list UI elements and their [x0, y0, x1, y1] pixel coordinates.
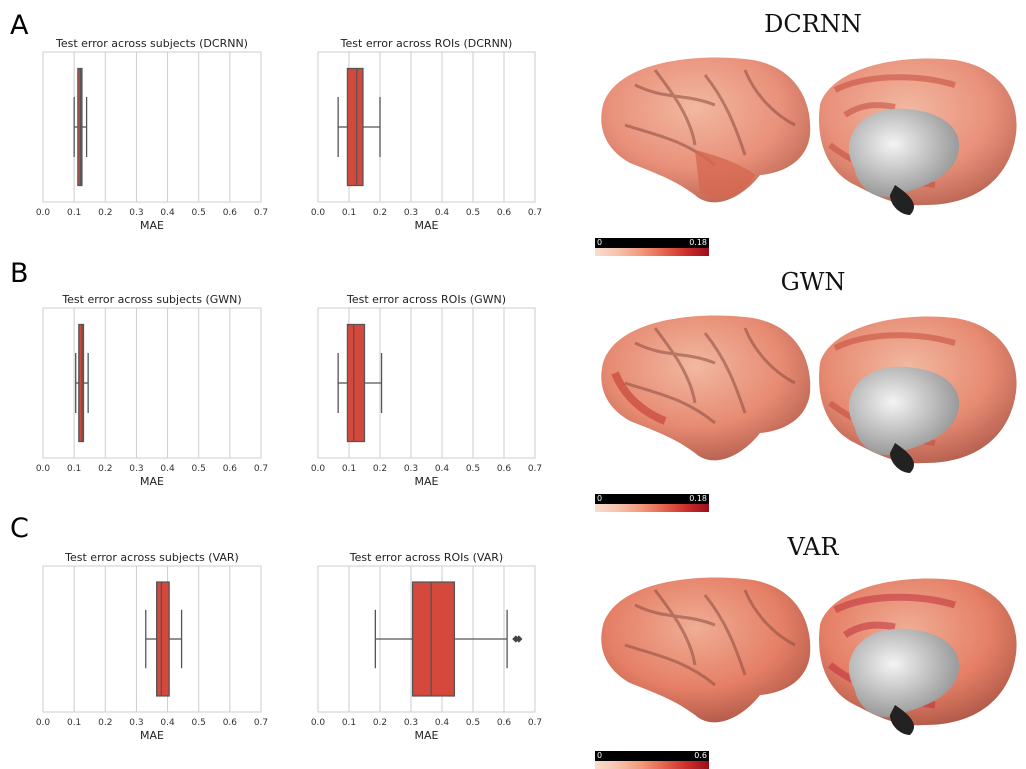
plot-title: Test error across ROIs (GWN): [346, 293, 506, 306]
colorbar-gwn: 0 0.18: [595, 494, 709, 512]
x-tick-label: 0.1: [342, 718, 356, 728]
x-tick-label: 0.5: [466, 464, 480, 474]
brain-surface-var: [601, 577, 1017, 735]
x-tick-label: 0.1: [342, 208, 356, 218]
x-tick-label: 0.5: [466, 718, 480, 728]
x-tick-label: 0.5: [466, 208, 480, 218]
x-tick-label: 0.7: [254, 718, 268, 728]
plot-title: Test error across subjects (GWN): [61, 293, 241, 306]
colorbar-min-label: 0: [597, 494, 603, 503]
x-tick-label: 0.6: [223, 464, 238, 474]
panel-letter-a: A: [10, 10, 29, 41]
x-tick-label: 0.7: [254, 464, 268, 474]
x-tick-label: 0.4: [435, 718, 450, 728]
x-axis-label: MAE: [140, 729, 164, 742]
x-tick-label: 0.5: [192, 718, 206, 728]
x-tick-label: 0.5: [192, 208, 206, 218]
plot-frame: [317, 565, 536, 713]
x-tick-label: 0.6: [223, 208, 238, 218]
x-tick-label: 0.1: [342, 464, 356, 474]
x-axis-label: MAE: [140, 219, 164, 232]
x-tick-label: 0.4: [160, 718, 175, 728]
colorbar-min-label: 0: [597, 238, 603, 247]
plot-title: Test error across ROIs (VAR): [349, 551, 503, 564]
brain-surface-dcrnn: [601, 57, 1017, 215]
colorbar-min-label: 0: [597, 751, 603, 760]
x-tick-label: 0.2: [373, 718, 387, 728]
x-tick-label: 0.3: [129, 718, 143, 728]
x-tick-label: 0.7: [528, 208, 542, 218]
plot-frame: [42, 307, 262, 459]
x-tick-label: 0.4: [160, 464, 175, 474]
x-tick-label: 0.6: [497, 718, 512, 728]
plot-frame: [317, 51, 536, 203]
x-axis-label: MAE: [140, 475, 164, 488]
x-tick-label: 0.6: [497, 464, 512, 474]
colorbar-var: 0 0.6: [595, 751, 709, 769]
x-tick-label: 0.7: [254, 208, 268, 218]
box-iqr: [78, 323, 85, 443]
x-tick-label: 0.0: [36, 718, 51, 728]
colorbar-max-label: 0.18: [689, 238, 707, 247]
x-tick-label: 0.4: [435, 464, 450, 474]
box-iqr: [346, 323, 366, 443]
box-iqr: [346, 67, 364, 187]
x-tick-label: 0.3: [404, 718, 418, 728]
x-tick-label: 0.0: [311, 718, 326, 728]
box-iqr: [156, 581, 170, 697]
x-tick-label: 0.0: [36, 208, 51, 218]
x-tick-label: 0.3: [404, 464, 418, 474]
colorbar-max-label: 0.18: [689, 494, 707, 503]
x-tick-label: 0.3: [129, 208, 143, 218]
brain-title-gwn: GWN: [780, 268, 846, 296]
x-axis-label: MAE: [415, 219, 439, 232]
x-tick-label: 0.0: [311, 208, 326, 218]
panel-letter-c: C: [10, 513, 29, 544]
plot-title: Test error across subjects (DCRNN): [55, 37, 248, 50]
outlier-point: [515, 635, 523, 643]
x-tick-label: 0.6: [497, 208, 512, 218]
x-tick-label: 0.0: [36, 464, 51, 474]
x-axis-label: MAE: [415, 729, 439, 742]
x-tick-label: 0.3: [129, 464, 143, 474]
brain-title-var: VAR: [787, 533, 839, 561]
x-tick-label: 0.3: [404, 208, 418, 218]
plot-frame: [42, 51, 262, 203]
x-tick-label: 0.2: [373, 208, 387, 218]
x-tick-label: 0.4: [160, 208, 175, 218]
x-tick-label: 0.1: [67, 464, 81, 474]
plot-frame: [42, 565, 262, 713]
x-tick-label: 0.2: [98, 464, 112, 474]
x-tick-label: 0.1: [67, 718, 81, 728]
x-tick-label: 0.2: [98, 718, 112, 728]
x-tick-label: 0.2: [98, 208, 112, 218]
plot-title: Test error across subjects (VAR): [64, 551, 239, 564]
x-axis-label: MAE: [415, 475, 439, 488]
x-tick-label: 0.2: [373, 464, 387, 474]
brain-surface-gwn: [601, 315, 1017, 473]
plot-frame: [317, 307, 536, 459]
x-tick-label: 0.1: [67, 208, 81, 218]
brain-title-dcrnn: DCRNN: [764, 10, 862, 38]
x-tick-label: 0.7: [528, 464, 542, 474]
box-iqr: [411, 581, 456, 697]
x-tick-label: 0.6: [223, 718, 238, 728]
x-tick-label: 0.4: [435, 208, 450, 218]
plot-title: Test error across ROIs (DCRNN): [340, 37, 513, 50]
x-tick-label: 0.0: [311, 464, 326, 474]
colorbar-dcrnn: 0 0.18: [595, 238, 709, 256]
panel-letter-b: B: [10, 258, 29, 289]
x-tick-label: 0.5: [192, 464, 206, 474]
boxplot-grid: 0.0 0.1 0.2 0.3 0.4 0.5 0.6 0.7 Test error acros…: [36, 37, 542, 742]
colorbar-max-label: 0.6: [694, 751, 707, 760]
x-tick-label: 0.7: [528, 718, 542, 728]
